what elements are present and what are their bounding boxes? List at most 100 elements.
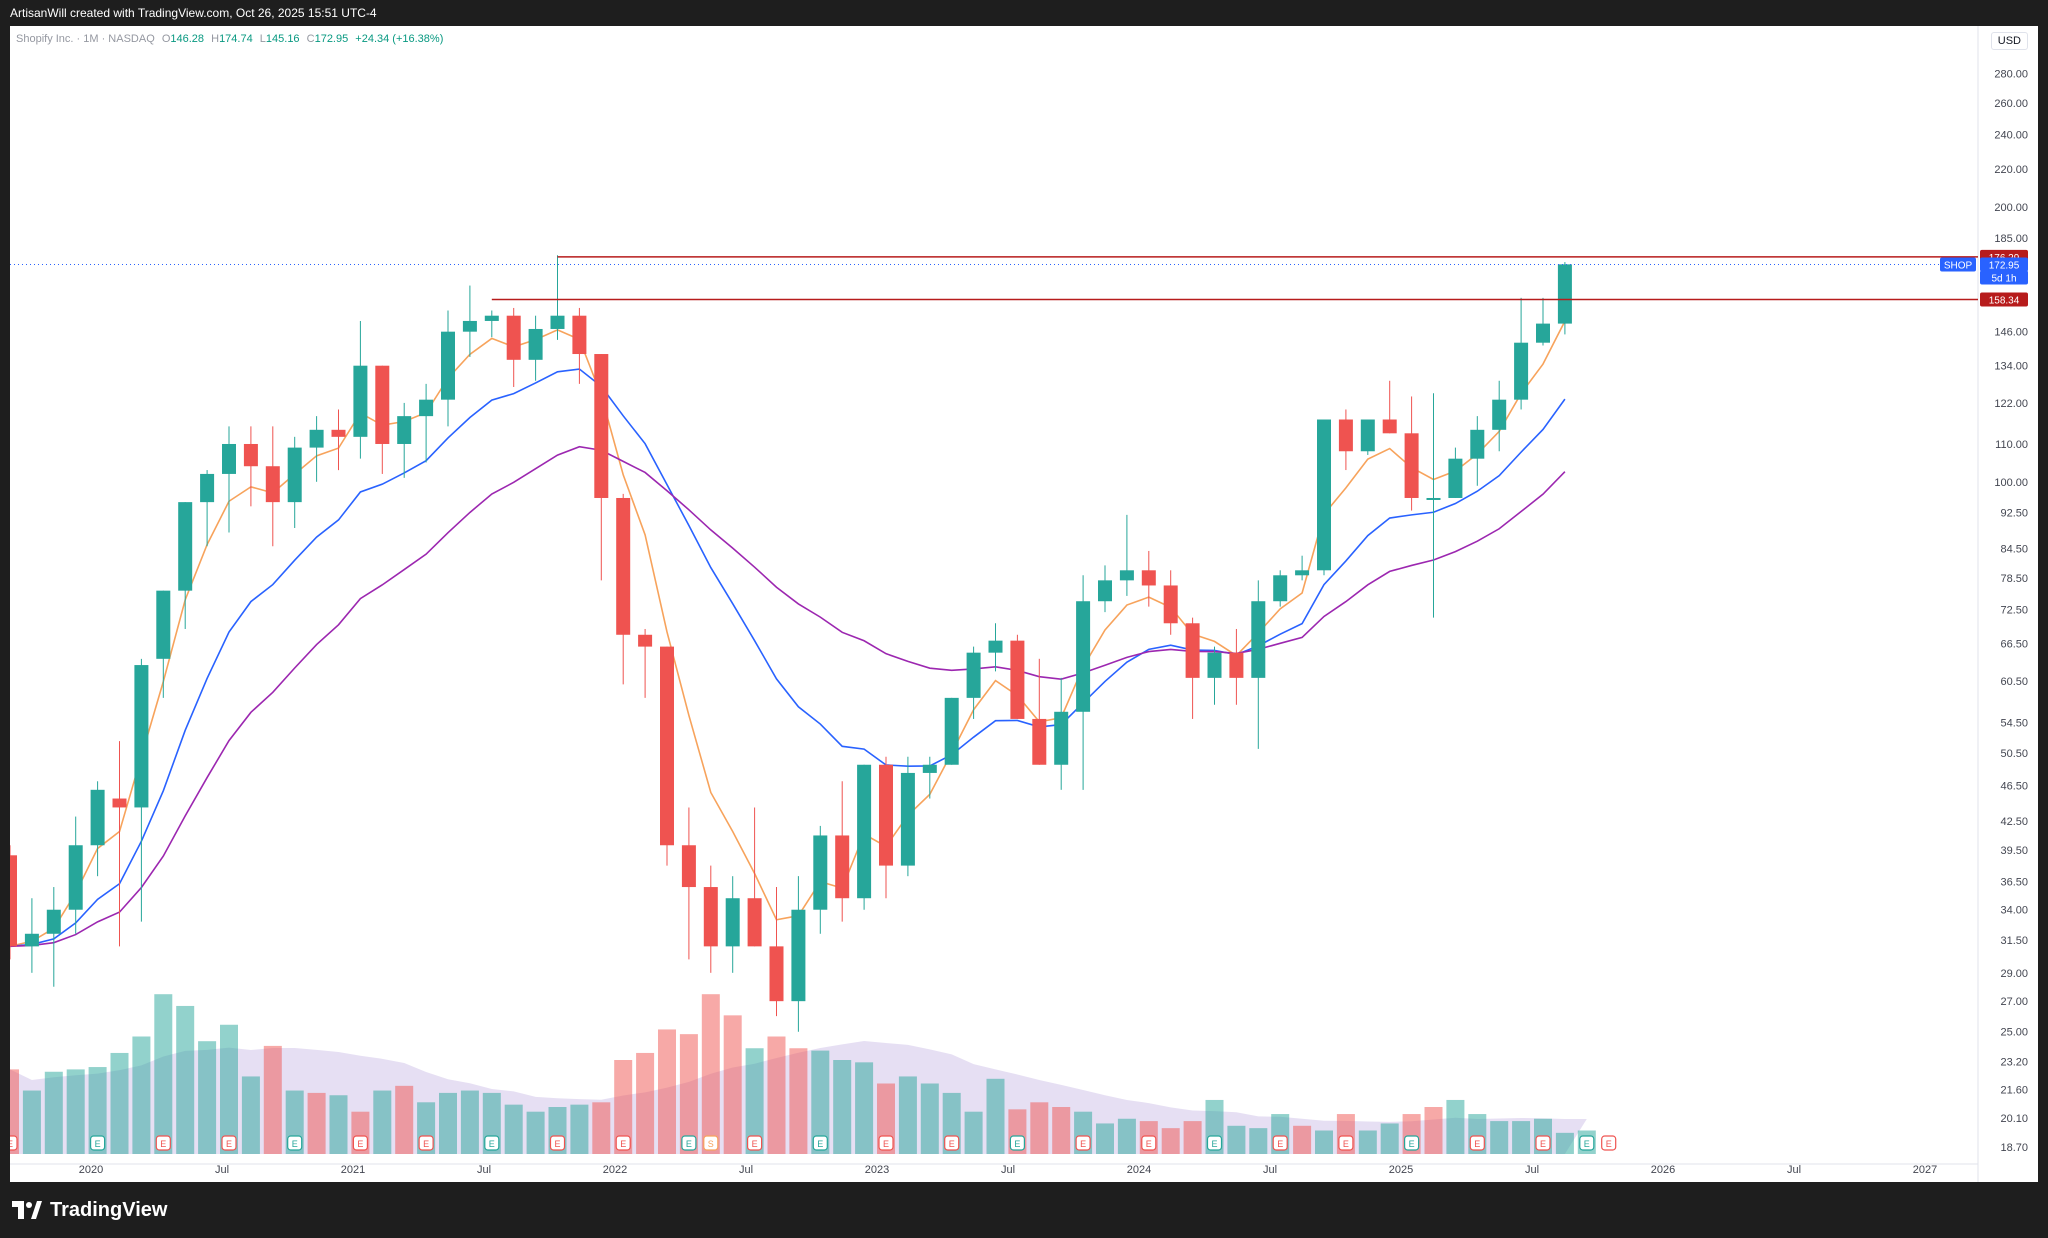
- earnings-marker-text: E: [95, 1139, 101, 1149]
- candle: [594, 354, 609, 581]
- volume-bar: [723, 1015, 742, 1154]
- volume-bar: [220, 1024, 238, 1154]
- volume-bar: [1380, 1123, 1399, 1154]
- candle-body: [506, 315, 521, 360]
- earnings-marker: [1338, 1135, 1354, 1151]
- earnings-marker-text: E: [357, 1139, 363, 1149]
- earnings-marker-text: E: [686, 1139, 692, 1149]
- candle: [178, 502, 193, 629]
- candle: [375, 365, 390, 474]
- y-tick-label: 34.00: [2000, 905, 2028, 917]
- x-tick-label: 2025: [1389, 1164, 1413, 1176]
- earnings-marker-text: E: [1409, 1139, 1415, 1149]
- x-tick-label: Jul: [1263, 1164, 1277, 1176]
- volume-bar: [920, 1083, 939, 1154]
- earnings-marker-text: E: [949, 1139, 955, 1149]
- x-tick-label: 2026: [1651, 1164, 1675, 1176]
- x-tick-label: Jul: [1525, 1164, 1539, 1176]
- currency-button[interactable]: USD: [1990, 32, 2028, 50]
- volume-bar: [10, 1069, 19, 1154]
- earnings-marker-text: S: [708, 1139, 714, 1149]
- earnings-marker: [1601, 1135, 1617, 1151]
- earnings-marker: [484, 1135, 500, 1151]
- candle-body: [638, 634, 653, 647]
- close-value: 172.95: [314, 33, 349, 45]
- candle: [200, 470, 215, 547]
- candle-body: [725, 898, 740, 947]
- y-tick-label: 72.50: [2000, 604, 2028, 616]
- candle: [1054, 677, 1069, 790]
- ema-fast-line: [10, 320, 1566, 948]
- footer-bar: TradingView: [0, 1182, 2048, 1238]
- volume-bar: [986, 1078, 1005, 1154]
- candle: [922, 756, 937, 799]
- volume-bar: [329, 1095, 348, 1154]
- candle-body: [134, 665, 149, 808]
- candle-body: [922, 764, 937, 773]
- candle-body: [397, 416, 412, 444]
- candle-body: [112, 798, 127, 808]
- candle: [1295, 555, 1310, 581]
- volume-bar: [1052, 1107, 1071, 1154]
- volume-bar: [373, 1090, 392, 1154]
- y-tick-label: 60.50: [2000, 676, 2028, 688]
- y-tick-label: 280.00: [1994, 68, 2028, 80]
- chart-frame[interactable]: 280.00 260.00 240.00 220.00 200.00 185.00 146.…: [10, 26, 2038, 1182]
- volume-bar: [1030, 1102, 1049, 1154]
- y-tick-label: 46.50: [2000, 781, 2028, 793]
- candle: [681, 807, 696, 960]
- candle-body: [1360, 419, 1375, 452]
- candle-body: [550, 315, 565, 329]
- candle: [1317, 419, 1331, 576]
- candle: [222, 426, 236, 533]
- earnings-marker: [746, 1135, 763, 1151]
- price-label-text: 172.95: [1989, 260, 2020, 271]
- earnings-marker: [1141, 1135, 1157, 1151]
- candle-body: [1229, 652, 1244, 678]
- x-tick-label: Jul: [477, 1164, 491, 1176]
- y-tick-label: 200.00: [1994, 202, 2028, 214]
- volume-bar: [66, 1069, 85, 1154]
- candle-body: [331, 429, 346, 437]
- candle: [791, 876, 806, 1032]
- y-tick-label: 92.50: [2000, 508, 2028, 520]
- candle-body: [769, 946, 784, 1002]
- candle: [484, 310, 499, 338]
- earnings-marker: [1272, 1135, 1288, 1151]
- candle-body: [1032, 718, 1047, 765]
- candle: [1492, 380, 1507, 452]
- earnings-marker-text: E: [817, 1139, 823, 1149]
- candle: [112, 741, 127, 947]
- volume-bar: [1315, 1130, 1333, 1154]
- candle: [419, 383, 434, 463]
- change-value: +24.34 (+16.38%): [355, 33, 444, 45]
- y-tick-label: 23.20: [2000, 1056, 2028, 1068]
- candle-body: [988, 640, 1003, 653]
- candle: [725, 876, 740, 973]
- candle: [572, 307, 587, 384]
- candle: [1163, 570, 1178, 635]
- volume-bar: [592, 1102, 611, 1154]
- candle-body: [1404, 433, 1419, 498]
- candle-body: [1514, 342, 1529, 400]
- earnings-marker: [10, 1135, 18, 1151]
- x-tick-label: 2027: [1913, 1164, 1937, 1176]
- candle: [813, 825, 828, 934]
- candle-body: [200, 473, 215, 503]
- y-tick-label: 27.00: [2000, 996, 2028, 1008]
- candle-body: [1557, 264, 1572, 324]
- candle-body: [156, 590, 171, 659]
- candle-body: [1054, 711, 1069, 765]
- candle: [528, 315, 543, 381]
- candle-body: [681, 845, 696, 888]
- earnings-marker-text: E: [226, 1139, 232, 1149]
- symbol-title: Shopify Inc. · 1M · NASDAQ: [16, 33, 155, 45]
- candlestick-chart[interactable]: 280.00 260.00 240.00 220.00 200.00 185.00 146.…: [10, 26, 2038, 1182]
- earnings-marker: [287, 1135, 303, 1151]
- candle-body: [419, 399, 434, 417]
- candle: [1382, 380, 1397, 434]
- candle: [944, 697, 959, 765]
- candle: [900, 756, 915, 877]
- y-tick-label: 21.60: [2000, 1085, 2028, 1097]
- candle: [1141, 550, 1156, 607]
